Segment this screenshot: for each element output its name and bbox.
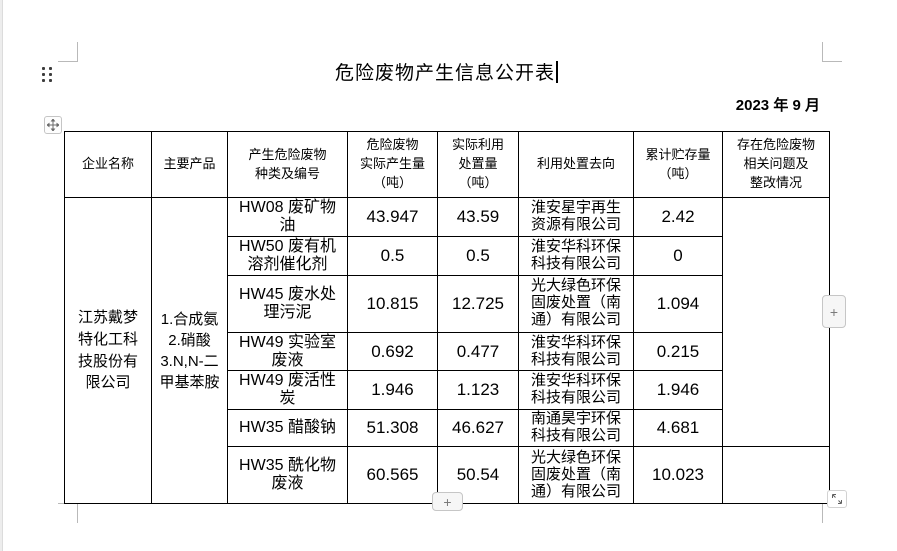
header-issues[interactable]: 存在危险废物 相关问题及 整改情况 [722,131,830,198]
cell-destination[interactable]: 淮安星宇再生 资源有限公司 [518,197,634,237]
cell-disposed[interactable]: 1.123 [437,370,519,411]
text-cursor [556,61,558,83]
cell-issues-last[interactable] [722,446,830,505]
cell-disposed[interactable]: 43.59 [437,197,519,237]
table-row: 江苏戴梦 特化工科 技股份有 限公司 1.合成氨 2.硝酸 3.N,N-二 甲基… [64,196,830,505]
cell-stored[interactable]: 1.094 [633,274,723,333]
table-row: HW35 醋酸钠 51.308 46.627 南通昊宇环保 科技有限公司 4.6… [65,409,830,448]
move-arrows-icon [47,119,59,131]
margin-mark-top-left-icon [58,42,78,62]
add-column-button[interactable]: + [822,295,846,328]
cell-disposed[interactable]: 46.627 [437,409,519,448]
cell-waste-type[interactable]: HW49 实验室 废液 [227,331,348,372]
add-row-button[interactable]: + [432,492,463,511]
document-date[interactable]: 2023 年 9 月 [64,94,829,115]
table-row: HW50 废有机 溶剂催化剂 0.5 0.5 淮安华科环保 科技有限公司 0 [65,235,830,276]
header-generated[interactable]: 危险废物 实际产生量 （吨） [347,131,438,198]
hazardous-waste-table: 企业名称 主要产品 产生危险废物 种类及编号 危险废物 实际产生量 （吨） 实际… [64,131,830,505]
document-title-text: 危险废物产生信息公开表 [334,63,555,84]
cell-destination[interactable]: 淮安华科环保 科技有限公司 [518,331,634,372]
header-destination[interactable]: 利用处置去向 [518,131,634,198]
cell-waste-type[interactable]: HW35 醋酸钠 [227,409,348,448]
cell-waste-type[interactable]: HW49 废活性 炭 [227,370,348,411]
plus-icon: + [829,303,839,320]
cell-generated[interactable]: 10.815 [347,274,438,333]
header-company[interactable]: 企业名称 [64,131,152,198]
cell-destination[interactable]: 淮安华科环保 科技有限公司 [518,370,634,411]
cell-generated[interactable]: 43.947 [347,197,438,237]
cell-company[interactable]: 江苏戴梦 特化工科 技股份有 限公司 [64,196,152,505]
header-disposed[interactable]: 实际利用 处置量 （吨） [437,131,519,198]
cell-stored[interactable]: 0.215 [633,331,723,372]
cell-stored[interactable]: 10.023 [633,446,723,505]
cell-stored[interactable]: 1.946 [633,370,723,411]
cell-destination[interactable]: 光大绿色环保 固废处置（南 通）有限公司 [518,446,634,505]
drag-dots-icon[interactable] [42,67,53,83]
table-row: HW35 酰化物 废液 60.565 50.54 光大绿色环保 固废处置（南 通… [65,446,830,505]
header-main-products[interactable]: 主要产品 [151,131,228,198]
table-row: HW45 废水处 理污泥 10.815 12.725 光大绿色环保 固废处置（南… [65,274,830,333]
document-date-text: 2023 年 9 月 [735,97,820,114]
plus-icon: + [443,493,452,510]
table-row: HW49 实验室 废液 0.692 0.477 淮安华科环保 科技有限公司 0.… [65,331,830,372]
page-left-edge [0,0,3,551]
header-waste-type[interactable]: 产生危险废物 种类及编号 [227,131,348,198]
cell-destination[interactable]: 南通昊宇环保 科技有限公司 [518,409,634,448]
cell-disposed[interactable]: 0.477 [437,331,519,372]
cell-stored[interactable]: 2.42 [633,197,723,237]
cell-generated[interactable]: 1.946 [347,370,438,411]
cell-generated[interactable]: 0.692 [347,331,438,372]
margin-mark-top-right-icon [822,42,842,62]
table-header-row: 企业名称 主要产品 产生危险废物 种类及编号 危险废物 实际产生量 （吨） 实际… [64,131,830,198]
cell-waste-type[interactable]: HW35 酰化物 废液 [227,446,348,505]
cell-destination[interactable]: 光大绿色环保 固废处置（南 通）有限公司 [518,274,634,333]
table-resize-handle[interactable] [827,490,847,508]
cell-generated[interactable]: 0.5 [347,235,438,276]
cell-generated[interactable]: 51.308 [347,409,438,448]
header-stored[interactable]: 累计贮存量 （吨） [633,131,723,198]
cell-destination[interactable]: 淮安华科环保 科技有限公司 [518,235,634,276]
table-move-handle[interactable] [44,116,62,134]
margin-mark-bottom-left-icon [58,503,78,523]
cell-waste-type[interactable]: HW50 废有机 溶剂催化剂 [227,235,348,276]
cell-generated[interactable]: 60.565 [347,446,438,505]
cell-waste-type[interactable]: HW45 废水处 理污泥 [227,274,348,333]
diagonal-resize-icon [832,494,842,504]
cell-issues-merged[interactable] [722,196,830,448]
cell-disposed[interactable]: 0.5 [437,235,519,276]
cell-stored[interactable]: 4.681 [633,409,723,448]
document-title[interactable]: 危险废物产生信息公开表 [64,58,829,85]
cell-waste-type[interactable]: HW08 废矿物 油 [227,197,348,237]
cell-stored[interactable]: 0 [633,235,723,276]
cell-main-products[interactable]: 1.合成氨 2.硝酸 3.N,N-二 甲基苯胺 [151,196,228,505]
cell-disposed[interactable]: 12.725 [437,274,519,333]
